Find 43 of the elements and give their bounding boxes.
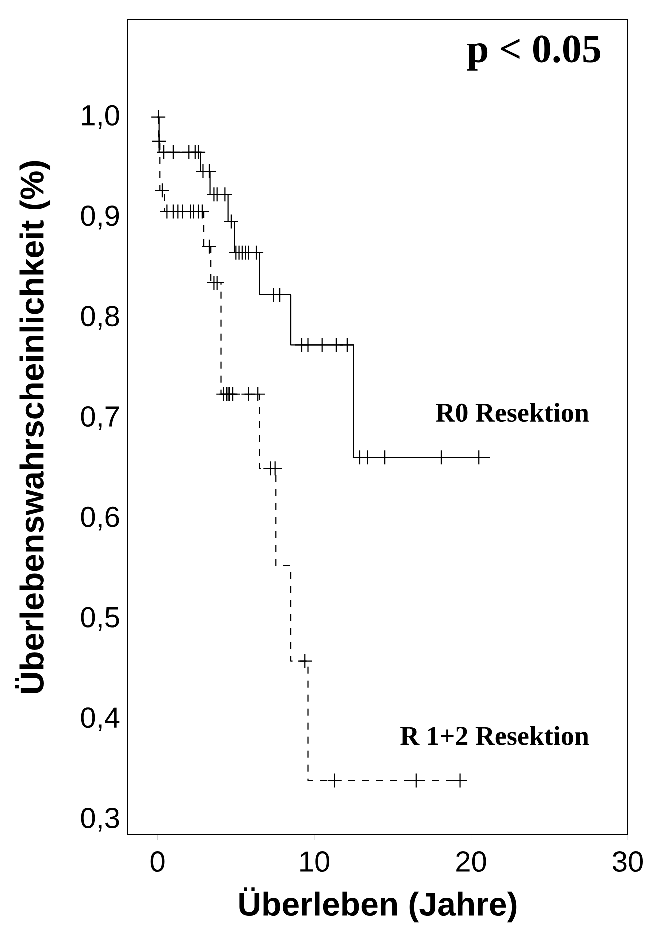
y-tick-label: 0,3: [81, 808, 120, 832]
point: [190, 144, 206, 160]
x-tick-label: 10: [300, 852, 330, 872]
point: [210, 275, 225, 291]
x-tick-label: 0: [150, 852, 165, 872]
annotation: p < 0.05: [467, 36, 600, 71]
point: [340, 338, 355, 353]
series-label: R0 Resektion: [436, 403, 590, 422]
point: [298, 654, 313, 669]
point: [166, 144, 182, 160]
point: [434, 450, 450, 466]
y-axis-title: Überlebenswahrscheinlichkeit (%): [15, 161, 51, 694]
series-label: R 1+2 Resektion: [400, 726, 590, 746]
point: [360, 450, 376, 466]
point: [327, 773, 342, 788]
point: [250, 386, 266, 402]
point: [472, 450, 487, 466]
point: [218, 187, 233, 202]
y-tick-label: 0,7: [81, 406, 120, 430]
point: [154, 183, 170, 198]
point: [248, 245, 264, 260]
point: [300, 338, 316, 353]
point: [202, 239, 218, 254]
point: [194, 204, 210, 220]
y-tick-label: 0,5: [81, 607, 120, 632]
y-tick-label: 0,4: [81, 708, 120, 732]
point: [314, 338, 330, 353]
y-tick-label: 0,6: [81, 506, 120, 531]
x-axis-title: Überleben (Jahre): [240, 888, 517, 923]
x-tick-label: 20: [456, 852, 486, 872]
y-tick-label: 0,8: [81, 306, 120, 330]
point: [408, 773, 424, 788]
point: [378, 450, 393, 466]
point: [225, 386, 241, 402]
y-tick-label: 1,0: [82, 105, 120, 130]
point: [152, 134, 167, 149]
point: [268, 461, 283, 476]
point: [202, 164, 218, 180]
point: [224, 214, 239, 230]
point: [151, 110, 166, 125]
point: [452, 773, 468, 788]
x-tick-label: 30: [612, 852, 643, 872]
y-tick-label: 0,9: [81, 206, 120, 230]
